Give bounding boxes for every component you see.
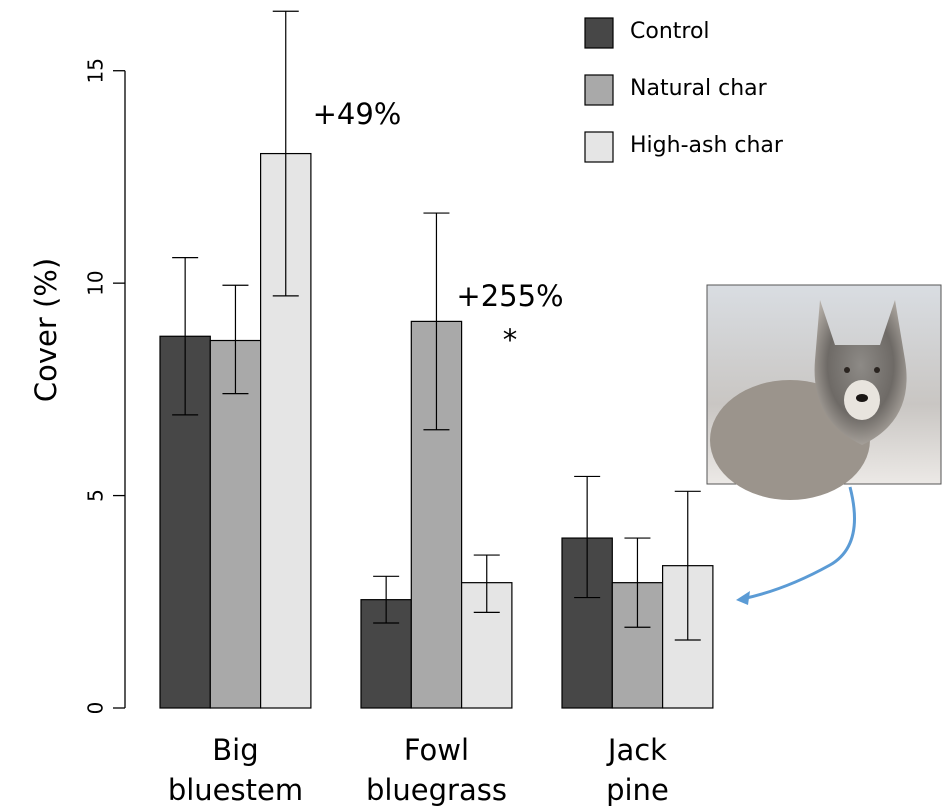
x-tick-label: Fowl bluegrass bbox=[366, 733, 507, 807]
chart: Cover (%) 0 5 10 15 Big bluestem Fowl bluegrass… bbox=[0, 0, 942, 807]
y-tick-label: 15 bbox=[84, 58, 108, 83]
legend-label: Control bbox=[630, 19, 710, 44]
annotation: +49% bbox=[313, 97, 402, 131]
legend-swatch bbox=[585, 18, 613, 48]
y-tick-label: 5 bbox=[84, 489, 108, 502]
annotation: * bbox=[503, 323, 518, 357]
legend-label: Natural char bbox=[630, 76, 768, 101]
arrow-head bbox=[736, 591, 750, 605]
x-tick-label-line: bluegrass bbox=[366, 773, 507, 807]
x-tick-label-line: bluestem bbox=[168, 773, 303, 807]
legend-swatch bbox=[585, 132, 613, 162]
legend-label: High-ash char bbox=[630, 133, 784, 158]
annotation: +255% bbox=[456, 279, 563, 313]
arrow bbox=[742, 487, 855, 599]
x-tick-label-line: Jack bbox=[606, 733, 667, 767]
photo bbox=[707, 285, 941, 500]
x-tick-label-line: pine bbox=[606, 773, 669, 807]
x-tick-label: Jack pine bbox=[606, 733, 669, 807]
x-tick-label-line: Big bbox=[212, 733, 258, 767]
x-tick-label-line: Fowl bbox=[404, 733, 469, 767]
page: {"chart_data": {"type": "bar", "y_label"… bbox=[0, 0, 942, 807]
y-axis-label: Cover (%) bbox=[29, 258, 63, 402]
y-tick-label: 10 bbox=[84, 270, 108, 295]
y-tick-label: 0 bbox=[84, 702, 108, 715]
x-tick-label: Big bluestem bbox=[168, 733, 303, 807]
bar bbox=[210, 341, 260, 708]
legend-swatch bbox=[585, 75, 613, 105]
